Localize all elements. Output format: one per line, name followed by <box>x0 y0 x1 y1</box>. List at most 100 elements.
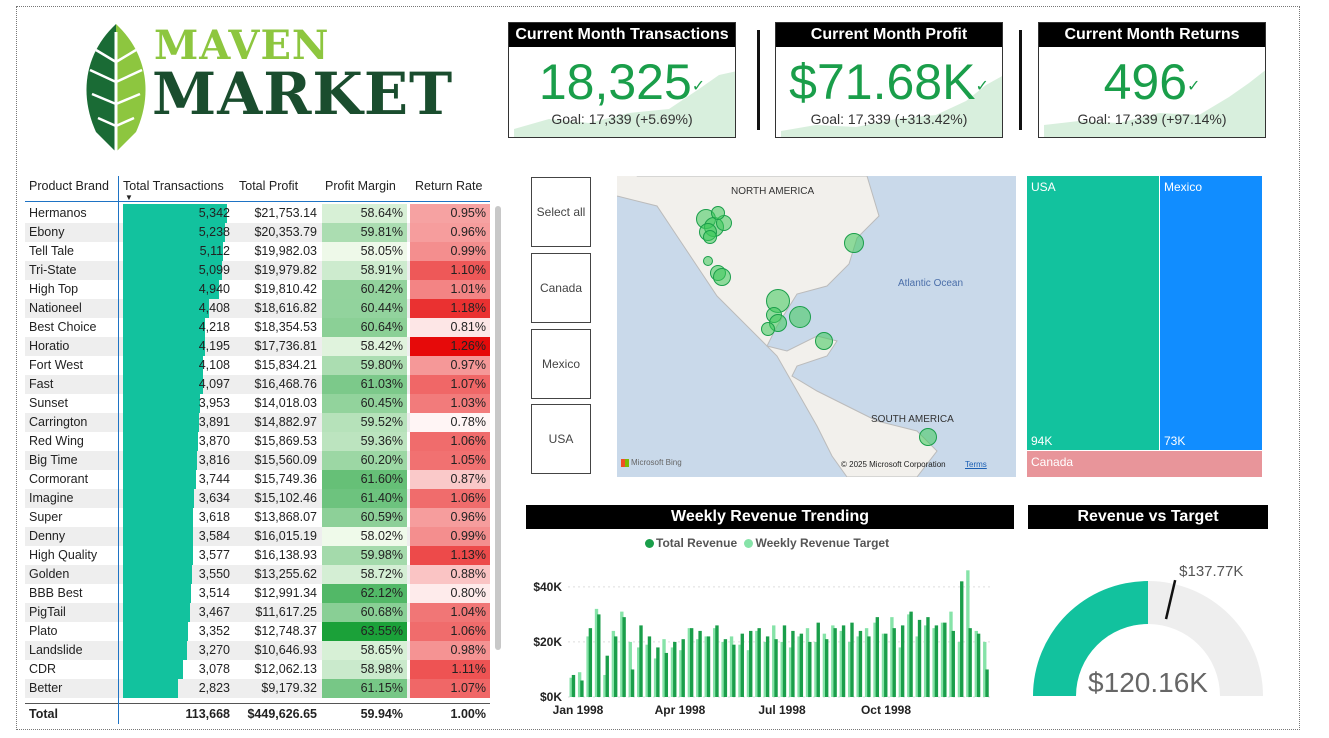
revenue-vs-target-title: Revenue vs Target <box>1028 505 1268 529</box>
store-bubble[interactable] <box>713 268 731 286</box>
table-scrollbar[interactable] <box>495 206 501 650</box>
revenue-bar <box>850 622 854 697</box>
cell-profit: $13,255.62 <box>254 567 317 581</box>
leaf-icon <box>86 24 146 158</box>
table-row[interactable]: Better 2,823 $9,179.32 61.15% 1.07% <box>25 679 490 698</box>
map-terms-link[interactable]: Terms <box>965 460 987 469</box>
table-row[interactable]: High Top 4,940 $19,810.42 60.42% 1.01% <box>25 280 490 299</box>
col-header-margin[interactable]: Profit Margin <box>325 179 396 193</box>
revenue-bar <box>791 630 795 697</box>
cell-brand: Sunset <box>29 396 68 410</box>
cell-profit: $20,353.79 <box>254 225 317 239</box>
table-row[interactable]: BBB Best 3,514 $12,991.34 62.12% 0.80% <box>25 584 490 603</box>
gauge-fill <box>1033 581 1148 696</box>
revenue-gauge: $137.77K $120.16K <box>1033 563 1263 698</box>
store-bubble[interactable] <box>703 256 713 266</box>
treemap-mexico[interactable]: Mexico 73K <box>1160 176 1262 450</box>
cell-brand: Cormorant <box>29 472 89 486</box>
cell-transactions: 3,870 <box>198 434 230 448</box>
cell-profit: $13,868.07 <box>254 510 317 524</box>
cell-margin: 60.64% <box>322 318 407 337</box>
table-row[interactable]: Fast 4,097 $16,468.76 61.03% 1.07% <box>25 375 490 394</box>
cell-brand: Nationeel <box>29 301 82 315</box>
store-bubble[interactable] <box>703 230 717 244</box>
table-row[interactable]: Big Time 3,816 $15,560.09 60.20% 1.05% <box>25 451 490 470</box>
logo-maven-text: MAVEN <box>154 22 330 69</box>
slicer-select-all[interactable]: Select all <box>531 177 591 247</box>
slicer-mexico[interactable]: Mexico <box>531 329 591 399</box>
kpi-goal: Goal: 17,339 (+313.42%) <box>810 111 968 127</box>
revenue-bar <box>597 614 601 697</box>
revenue-bar <box>765 636 770 697</box>
slicer-canada[interactable]: Canada <box>531 253 591 323</box>
treemap-usa[interactable]: USA 94K <box>1027 176 1159 450</box>
store-bubble[interactable] <box>761 322 775 336</box>
transaction-bar <box>123 489 194 508</box>
cell-profit: $12,991.34 <box>254 586 317 600</box>
cell-margin: 60.68% <box>322 603 407 622</box>
cell-margin: 58.91% <box>322 261 407 280</box>
col-header-transactions[interactable]: Total Transactions <box>123 179 224 193</box>
col-header-profit[interactable]: Total Profit <box>239 179 299 193</box>
store-bubble[interactable] <box>815 332 833 350</box>
table-row[interactable]: Red Wing 3,870 $15,869.53 59.36% 1.06% <box>25 432 490 451</box>
cell-return-rate: 1.07% <box>410 679 490 698</box>
store-bubble[interactable] <box>844 233 864 253</box>
store-map[interactable]: NORTH AMERICA Atlantic Ocean SOUTH AMERI… <box>617 176 1016 477</box>
cell-brand: Denny <box>29 529 66 543</box>
treemap-canada-label: Canada <box>1031 455 1074 469</box>
table-row[interactable]: Best Choice 4,218 $18,354.53 60.64% 0.81% <box>25 318 490 337</box>
kpi-title: Current Month Returns <box>1039 23 1265 47</box>
revenue-bar <box>875 617 880 697</box>
col-header-return-rate[interactable]: Return Rate <box>415 179 483 193</box>
store-bubble[interactable] <box>789 306 811 328</box>
store-bubble[interactable] <box>919 428 937 446</box>
table-row[interactable]: High Quality 3,577 $16,138.93 59.98% 1.13% <box>25 546 490 565</box>
cell-margin: 59.52% <box>322 413 407 432</box>
transaction-bar <box>123 318 206 337</box>
table-row[interactable]: Nationeel 4,408 $18,616.82 60.44% 1.18% <box>25 299 490 318</box>
table-row[interactable]: Landslide 3,270 $10,646.93 58.65% 0.98% <box>25 641 490 660</box>
legend-dot-target <box>744 539 754 549</box>
cell-margin: 60.20% <box>322 451 407 470</box>
treemap-usa-label: USA <box>1031 180 1056 194</box>
revenue-bar <box>909 611 913 697</box>
slicer-usa[interactable]: USA <box>531 404 591 474</box>
kpi-card-returns[interactable]: Current Month Returns 496✓ Goal: 17,339 … <box>1038 22 1266 138</box>
table-row[interactable]: Golden 3,550 $13,255.62 58.72% 0.88% <box>25 565 490 584</box>
transaction-bar <box>123 527 193 546</box>
cell-margin: 60.42% <box>322 280 407 299</box>
table-row[interactable]: Horatio 4,195 $17,736.81 58.42% 1.26% <box>25 337 490 356</box>
target-bar <box>966 570 970 697</box>
target-bar <box>628 641 632 697</box>
table-row[interactable]: Tell Tale 5,112 $19,982.03 58.05% 0.99% <box>25 242 490 261</box>
kpi-card-transactions[interactable]: Current Month Transactions 18,325✓ Goal:… <box>508 22 736 138</box>
transaction-bar <box>123 413 199 432</box>
table-row[interactable]: Sunset 3,953 $14,018.03 60.45% 1.03% <box>25 394 490 413</box>
col-header-brand[interactable]: Product Brand <box>29 179 109 193</box>
transaction-bar <box>123 603 191 622</box>
table-row[interactable]: Tri-State 5,099 $19,979.82 58.91% 1.10% <box>25 261 490 280</box>
table-row[interactable]: PigTail 3,467 $11,617.25 60.68% 1.04% <box>25 603 490 622</box>
cell-brand: CDR <box>29 662 57 676</box>
cell-transactions: 5,238 <box>198 225 230 239</box>
table-row[interactable]: CDR 3,078 $12,062.13 58.98% 1.11% <box>25 660 490 679</box>
table-row[interactable]: Hermanos 5,342 $21,753.14 58.64% 0.95% <box>25 204 490 223</box>
sort-desc-icon[interactable]: ▼ <box>125 193 133 202</box>
table-row[interactable]: Imagine 3,634 $15,102.46 61.40% 1.06% <box>25 489 490 508</box>
table-row[interactable]: Denny 3,584 $16,015.19 58.02% 0.99% <box>25 527 490 546</box>
table-row[interactable]: Plato 3,352 $12,748.37 63.55% 1.06% <box>25 622 490 641</box>
treemap-canada[interactable]: Canada <box>1027 451 1262 477</box>
cell-transactions: 5,112 <box>199 244 230 258</box>
table-row[interactable]: Super 3,618 $13,868.07 60.59% 0.96% <box>25 508 490 527</box>
cell-transactions: 5,342 <box>198 206 230 220</box>
kpi-card-profit[interactable]: Current Month Profit $71.68K✓ Goal: 17,3… <box>775 22 1003 138</box>
table-row[interactable]: Ebony 5,238 $20,353.79 59.81% 0.96% <box>25 223 490 242</box>
table-row[interactable]: Cormorant 3,744 $15,749.36 61.60% 0.87% <box>25 470 490 489</box>
store-bubble[interactable] <box>711 206 725 220</box>
cell-transactions: 3,514 <box>198 586 230 600</box>
check-icon: ✓ <box>1187 77 1201 95</box>
cell-brand: Super <box>29 510 63 524</box>
table-row[interactable]: Carrington 3,891 $14,882.97 59.52% 0.78% <box>25 413 490 432</box>
table-row[interactable]: Fort West 4,108 $15,834.21 59.80% 0.97% <box>25 356 490 375</box>
